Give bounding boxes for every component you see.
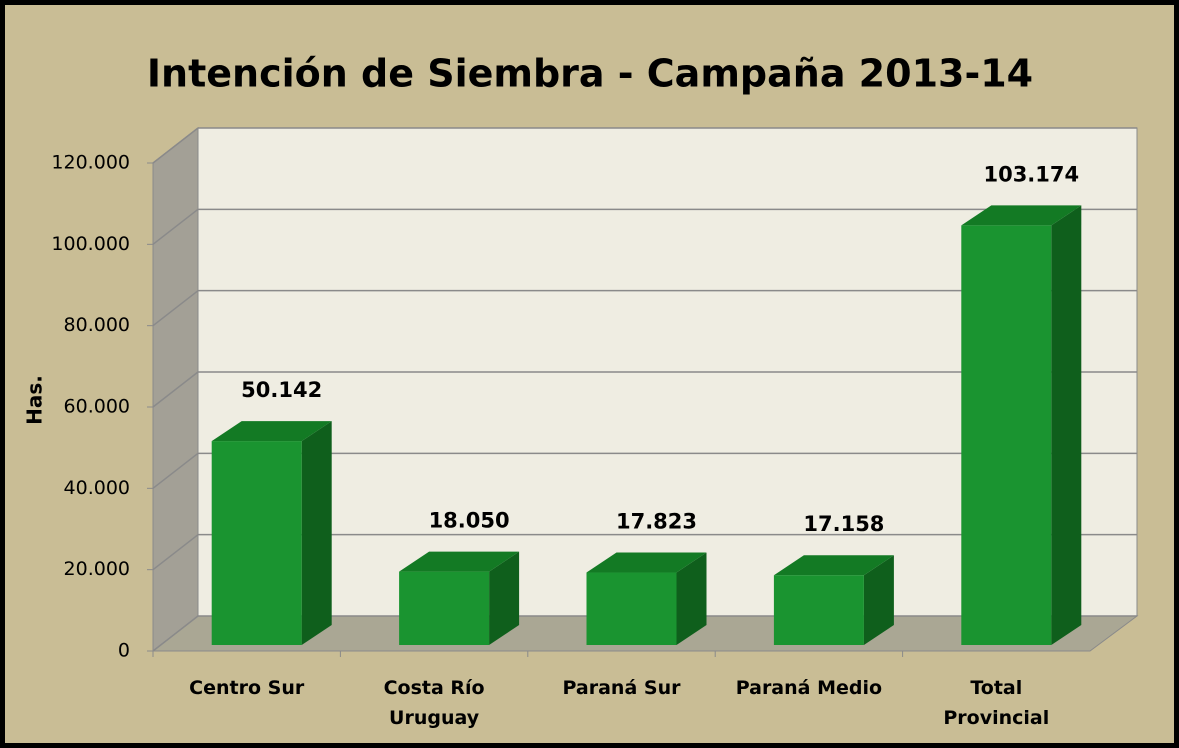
grid-line: [152, 534, 199, 571]
y-tick-label: 60.000: [64, 396, 130, 418]
bar-top: [961, 205, 1082, 226]
y-tick-label: 100.000: [51, 233, 130, 255]
grid-line: [152, 208, 199, 245]
bar-side: [489, 551, 520, 645]
bar-side: [301, 421, 332, 645]
x-tick-label: Paraná Medio: [735, 677, 883, 699]
x-tick-label: Centro Sur: [189, 677, 305, 699]
grid-line: [152, 127, 199, 164]
bar-side: [863, 555, 894, 645]
bar: [399, 571, 490, 645]
x-tick-label: Total Provincial: [943, 677, 1050, 729]
bar-side: [676, 552, 707, 645]
y-tick-label: 40.000: [64, 477, 130, 499]
grid-line: [152, 452, 199, 489]
bar: [773, 575, 864, 645]
y-axis-title: Has.: [23, 375, 47, 425]
value-label: 103.174: [983, 162, 1079, 186]
x-tick-label: Paraná Sur: [562, 677, 681, 699]
value-label: 17.158: [803, 512, 884, 536]
bar: [586, 572, 677, 645]
value-label: 50.142: [241, 378, 322, 402]
grid-line: [152, 371, 199, 408]
value-label: 17.823: [616, 510, 697, 534]
bar-top: [211, 421, 332, 442]
bar: [961, 225, 1052, 646]
bar: [211, 441, 302, 645]
y-tick-label: 120.000: [51, 152, 130, 174]
bar-side: [1051, 205, 1082, 646]
y-tick-label: 80.000: [64, 314, 130, 336]
chart-title: Intención de Siembra - Campaña 2013-14: [147, 52, 1033, 96]
bar-top: [773, 555, 894, 576]
bar-top: [399, 551, 520, 572]
value-label: 18.050: [429, 509, 510, 533]
y-tick-label: 0: [118, 640, 130, 662]
grid-line: [152, 290, 199, 327]
x-tick-label: Costa Río Uruguay: [383, 677, 485, 729]
bar-top: [586, 552, 707, 573]
grid-line: [152, 615, 199, 652]
y-tick-label: 20.000: [64, 558, 130, 580]
